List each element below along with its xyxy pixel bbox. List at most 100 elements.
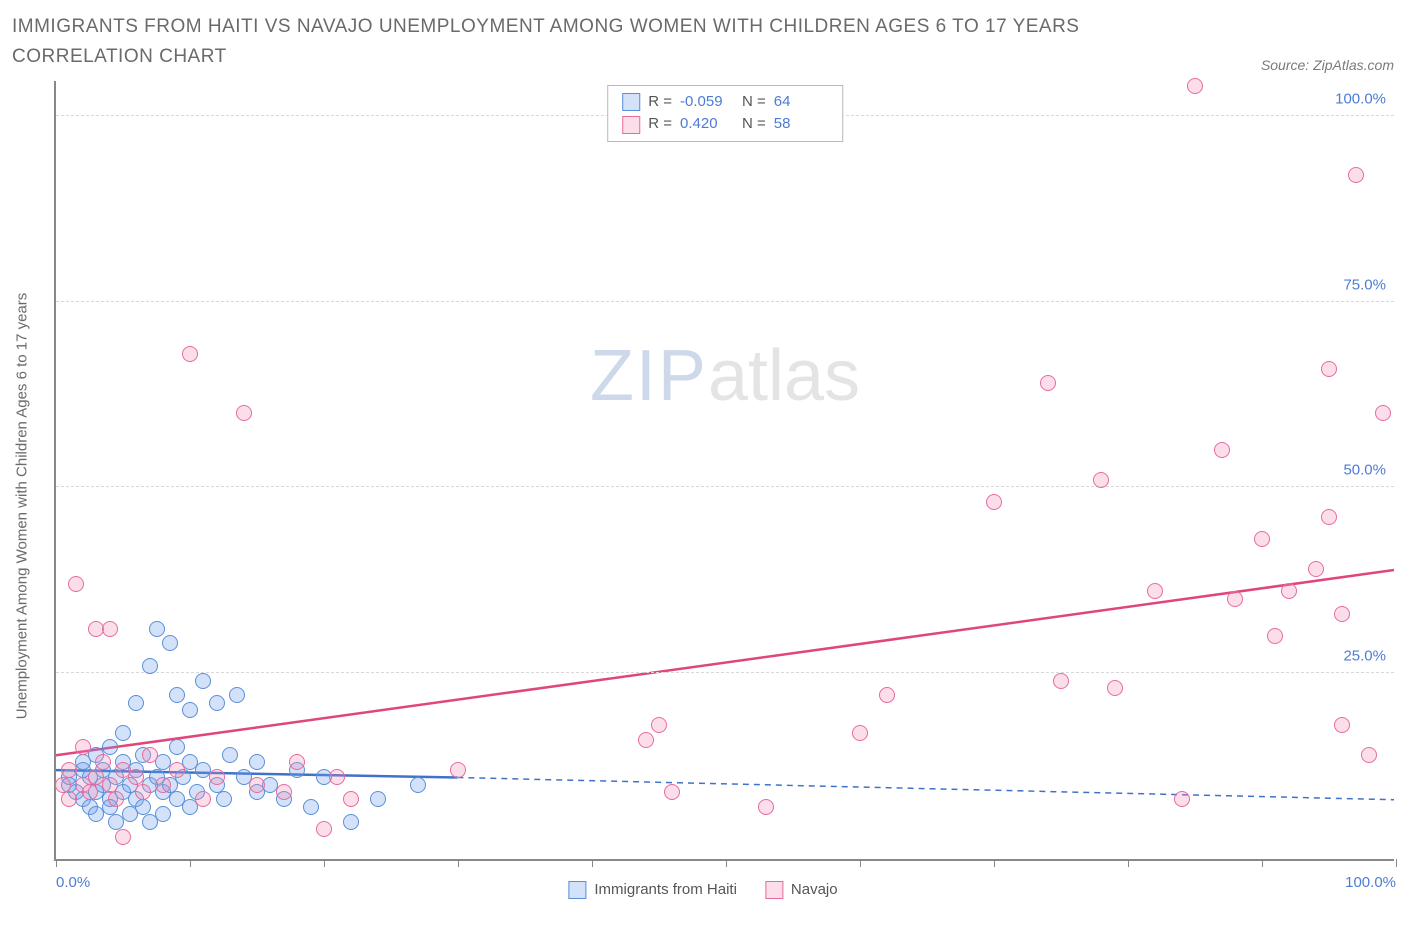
data-point bbox=[249, 754, 265, 770]
data-point bbox=[986, 494, 1002, 510]
data-point bbox=[128, 695, 144, 711]
data-point bbox=[102, 739, 118, 755]
data-point bbox=[450, 762, 466, 778]
r-value-haiti: -0.059 bbox=[680, 91, 734, 114]
y-tick-label: 25.0% bbox=[1343, 648, 1386, 665]
x-tick bbox=[56, 859, 57, 867]
series-label-haiti: Immigrants from Haiti bbox=[594, 881, 737, 898]
legend-row-navajo: R = 0.420 N = 58 bbox=[622, 113, 828, 136]
data-point bbox=[95, 754, 111, 770]
data-point bbox=[1267, 628, 1283, 644]
data-point bbox=[195, 673, 211, 689]
data-point bbox=[1227, 591, 1243, 607]
legend-item-haiti: Immigrants from Haiti bbox=[568, 881, 737, 899]
data-point bbox=[115, 829, 131, 845]
data-point bbox=[169, 739, 185, 755]
chart-title: IMMIGRANTS FROM HAITI VS NAVAJO UNEMPLOY… bbox=[12, 12, 1112, 73]
data-point bbox=[1348, 167, 1364, 183]
data-point bbox=[115, 725, 131, 741]
data-point bbox=[102, 621, 118, 637]
n-value-navajo: 58 bbox=[774, 113, 828, 136]
data-point bbox=[68, 576, 84, 592]
data-point bbox=[370, 791, 386, 807]
y-axis-label: Unemployment Among Women with Children A… bbox=[14, 486, 31, 506]
data-point bbox=[216, 791, 232, 807]
grid-line bbox=[56, 301, 1394, 302]
data-point bbox=[1334, 717, 1350, 733]
data-point bbox=[651, 717, 667, 733]
data-point bbox=[343, 814, 359, 830]
watermark: ZIPatlas bbox=[590, 335, 860, 417]
data-point bbox=[222, 747, 238, 763]
legend-row-haiti: R = -0.059 N = 64 bbox=[622, 91, 828, 114]
data-point bbox=[195, 791, 211, 807]
data-point bbox=[102, 777, 118, 793]
swatch-haiti-bottom bbox=[568, 881, 586, 899]
data-point bbox=[236, 405, 252, 421]
x-tick bbox=[860, 859, 861, 867]
x-tick bbox=[458, 859, 459, 867]
data-point bbox=[664, 784, 680, 800]
y-tick-label: 75.0% bbox=[1343, 276, 1386, 293]
data-point bbox=[135, 784, 151, 800]
data-point bbox=[55, 777, 71, 793]
data-point bbox=[1321, 361, 1337, 377]
data-point bbox=[1321, 509, 1337, 525]
data-point bbox=[1040, 375, 1056, 391]
data-point bbox=[209, 695, 225, 711]
swatch-navajo-bottom bbox=[765, 881, 783, 899]
n-value-haiti: 64 bbox=[774, 91, 828, 114]
data-point bbox=[135, 799, 151, 815]
data-point bbox=[1214, 442, 1230, 458]
x-tick bbox=[726, 859, 727, 867]
data-point bbox=[1107, 680, 1123, 696]
r-value-navajo: 0.420 bbox=[680, 113, 734, 136]
data-point bbox=[128, 769, 144, 785]
y-tick-label: 100.0% bbox=[1335, 90, 1386, 107]
x-tick bbox=[1128, 859, 1129, 867]
data-point bbox=[343, 791, 359, 807]
data-point bbox=[108, 791, 124, 807]
data-point bbox=[638, 732, 654, 748]
data-point bbox=[229, 687, 245, 703]
data-point bbox=[1308, 561, 1324, 577]
data-point bbox=[1254, 531, 1270, 547]
correlation-legend: R = -0.059 N = 64 R = 0.420 N = 58 bbox=[607, 85, 843, 142]
data-point bbox=[209, 769, 225, 785]
data-point bbox=[276, 784, 292, 800]
x-tick bbox=[324, 859, 325, 867]
x-tick-label: 0.0% bbox=[56, 874, 90, 891]
data-point bbox=[169, 762, 185, 778]
data-point bbox=[1093, 472, 1109, 488]
data-point bbox=[879, 687, 895, 703]
legend-item-navajo: Navajo bbox=[765, 881, 838, 899]
data-point bbox=[149, 621, 165, 637]
x-tick bbox=[994, 859, 995, 867]
swatch-navajo bbox=[622, 116, 640, 134]
data-point bbox=[1187, 78, 1203, 94]
source-attribution: Source: ZipAtlas.com bbox=[1261, 57, 1394, 73]
data-point bbox=[316, 821, 332, 837]
series-label-navajo: Navajo bbox=[791, 881, 838, 898]
data-point bbox=[169, 687, 185, 703]
data-point bbox=[329, 769, 345, 785]
grid-line bbox=[56, 672, 1394, 673]
plot-area: R = -0.059 N = 64 R = 0.420 N = 58 ZIPat… bbox=[54, 81, 1394, 861]
data-point bbox=[182, 346, 198, 362]
data-point bbox=[75, 739, 91, 755]
data-point bbox=[249, 777, 265, 793]
swatch-haiti bbox=[622, 93, 640, 111]
x-tick bbox=[190, 859, 191, 867]
data-point bbox=[1361, 747, 1377, 763]
data-point bbox=[289, 754, 305, 770]
x-tick bbox=[1396, 859, 1397, 867]
data-point bbox=[1334, 606, 1350, 622]
data-point bbox=[155, 806, 171, 822]
data-point bbox=[1375, 405, 1391, 421]
data-point bbox=[410, 777, 426, 793]
data-point bbox=[303, 799, 319, 815]
series-legend: Immigrants from Haiti Navajo bbox=[568, 881, 837, 899]
data-point bbox=[61, 791, 77, 807]
x-tick bbox=[1262, 859, 1263, 867]
x-tick-label: 100.0% bbox=[1345, 874, 1396, 891]
